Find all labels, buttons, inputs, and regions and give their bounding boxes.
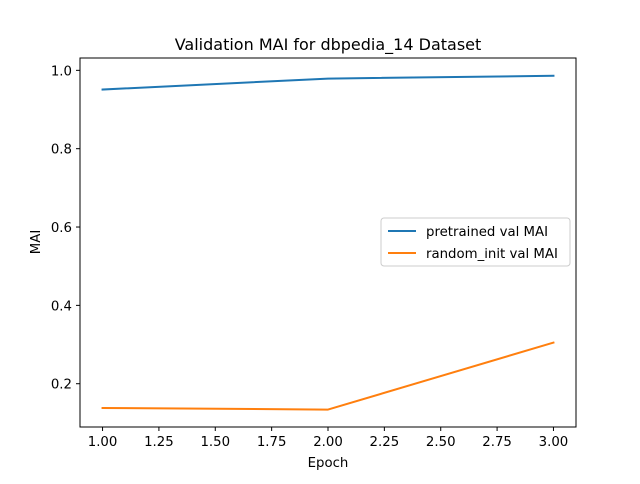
y-tick-label: 0.6 xyxy=(51,221,72,236)
x-axis-ticks: 1.00 1.25 1.50 1.75 2.00 2.25 2.50 2.75 3.00 xyxy=(88,427,569,450)
plot-area-frame xyxy=(79,57,577,428)
y-axis-ticks: 0.2 0.4 0.6 0.8 1.0 xyxy=(51,64,80,393)
x-tick-label: 3.00 xyxy=(539,435,569,450)
x-tick-label: 2.00 xyxy=(313,435,343,450)
legend-box xyxy=(380,217,571,267)
x-tick-label: 2.25 xyxy=(370,435,400,450)
series-line-random-init xyxy=(101,341,555,411)
series-lines xyxy=(101,74,555,411)
x-tick-label: 1.50 xyxy=(200,435,230,450)
legend-label-pretrained: pretrained val MAI xyxy=(426,225,548,240)
series-line-pretrained xyxy=(101,74,555,91)
legend: pretrained val MAI random_init val MAI xyxy=(380,217,571,267)
legend-label-random-init: random_init val MAI xyxy=(426,247,558,262)
x-axis-label: Epoch xyxy=(308,456,349,471)
x-tick-label: 1.25 xyxy=(144,435,174,450)
y-tick-label: 0.2 xyxy=(51,378,72,393)
x-tick-label: 1.00 xyxy=(88,435,118,450)
x-tick-label: 1.75 xyxy=(257,435,287,450)
chart-title: Validation MAI for dbpedia_14 Dataset xyxy=(175,35,482,55)
x-tick-label: 2.75 xyxy=(482,435,512,450)
y-axis-label: MAI xyxy=(29,230,44,255)
x-tick-label: 2.50 xyxy=(426,435,456,450)
y-tick-label: 0.4 xyxy=(51,299,72,314)
y-tick-label: 0.8 xyxy=(51,143,72,158)
y-tick-label: 1.0 xyxy=(51,64,72,79)
